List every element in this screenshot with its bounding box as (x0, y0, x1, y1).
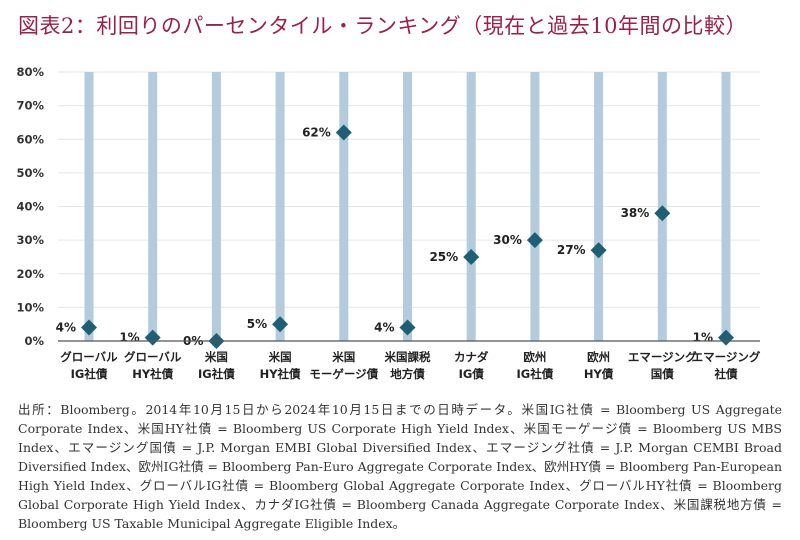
x-category-label: HY社債 (260, 367, 301, 381)
x-category-label: 米国課税 (384, 350, 431, 364)
value-marker (463, 248, 480, 265)
x-category-label: IG社債 (198, 367, 235, 381)
x-category-label: 欧州 (523, 350, 546, 364)
range-bar (84, 72, 94, 341)
value-marker (526, 232, 543, 249)
value-marker (272, 316, 289, 333)
x-category-label: 地方債 (390, 367, 425, 381)
axes: 0% 10% 20% 30% 40% 50% 60% 70% 80% グローバル IG社債 グローバル… (16, 65, 760, 381)
value-marker (590, 242, 607, 259)
range-bar (211, 72, 221, 341)
y-tick-label: 70% (16, 99, 44, 113)
value-marker (399, 319, 416, 336)
range-bar (466, 72, 476, 341)
range-bar (594, 72, 604, 341)
data-label: 30% (493, 233, 522, 247)
value-marker (144, 329, 161, 346)
value-marker (81, 319, 97, 336)
x-category-label: カナダ (454, 350, 489, 364)
x-category-label: IG社債 (71, 367, 108, 381)
y-tick-label: 30% (16, 233, 44, 247)
percentile-chart: 4% 1% 0% 5% 62% 4% 25% 30% 27% 38% 1% 0% 10% 20% 30% 4… (16, 65, 760, 381)
x-category-label: 国債 (651, 367, 674, 381)
x-category-label: 米国 (331, 350, 355, 364)
range-bars (84, 72, 731, 341)
data-label: 1% (693, 331, 713, 345)
x-category-label: IG債 (459, 367, 485, 381)
range-bar (275, 72, 285, 341)
x-category-label: 米国 (268, 350, 292, 364)
x-category-label: IG社債 (517, 367, 554, 381)
range-bar (339, 72, 349, 341)
data-label: 27% (557, 243, 586, 257)
x-category-label: 米国 (204, 350, 228, 364)
range-bar (530, 72, 540, 341)
y-tick-label: 0% (24, 334, 44, 348)
chart-title: 図表2：利回りのパーセンタイル・ランキング（現在と過去10年間の比較） (18, 14, 747, 38)
value-marker (335, 124, 352, 141)
data-label: 5% (247, 317, 267, 331)
data-label: 4% (56, 321, 76, 335)
value-marker (654, 205, 671, 222)
x-category-label: グローバル (60, 350, 118, 364)
x-category-label: エマージング (692, 350, 761, 364)
x-category-label: エマージング (628, 350, 697, 364)
x-category-label: モーゲージ債 (309, 367, 378, 381)
x-category-label: 欧州 (587, 350, 610, 364)
y-tick-label: 20% (16, 267, 44, 281)
y-tick-label: 10% (16, 300, 44, 314)
range-bar (721, 72, 731, 341)
data-label: 62% (302, 126, 331, 140)
y-tick-label: 40% (16, 200, 44, 214)
x-category-label: 社債 (714, 367, 738, 381)
x-category-label: グローバル (124, 350, 182, 364)
x-category-label: HY債 (584, 367, 614, 381)
y-tick-label: 60% (16, 132, 44, 146)
y-tick-label: 50% (16, 166, 44, 180)
data-label: 4% (374, 321, 394, 335)
source-note: 出所：Bloomberg。2014年10月15日から2024年10月15日までの… (18, 402, 782, 531)
data-label: 1% (119, 331, 139, 345)
range-bar (148, 72, 158, 341)
data-label: 25% (429, 250, 458, 264)
data-markers (81, 124, 734, 349)
range-bar (403, 72, 412, 341)
value-marker (718, 329, 734, 346)
x-category-label: HY社債 (132, 367, 173, 381)
y-tick-label: 80% (16, 65, 44, 79)
data-label: 38% (621, 206, 650, 220)
